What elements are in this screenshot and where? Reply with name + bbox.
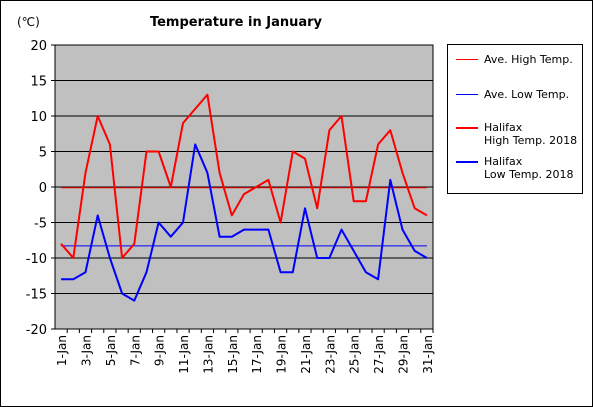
- x-tick-label: 23-Jan: [323, 335, 337, 374]
- y-tick-label: 15: [30, 75, 47, 90]
- x-tick-label: 15-Jan: [226, 335, 240, 374]
- x-tick-label: 5-Jan: [104, 335, 118, 366]
- legend-swatch: [456, 94, 478, 95]
- y-tick-label: -5: [34, 217, 47, 232]
- x-tick-label: 3-Jan: [79, 335, 93, 366]
- y-tick-label: 0: [39, 181, 47, 196]
- series-line-3: [60, 93, 428, 259]
- legend-swatch: [456, 59, 478, 60]
- x-tick-label: 7-Jan: [128, 335, 142, 366]
- legend-swatch: [456, 161, 478, 163]
- x-tick-label: 31-Jan: [421, 335, 435, 374]
- x-tick-label: 17-Jan: [250, 335, 264, 374]
- x-tick-label: 25-Jan: [348, 335, 362, 374]
- series-line-4: [61, 143, 428, 302]
- x-tick-label: 21-Jan: [299, 335, 313, 374]
- chart-legend: Ave. High Temp. Ave. Low Temp. Halifax Hig…: [447, 44, 583, 194]
- y-tick-label: 20: [30, 39, 47, 54]
- legend-label: Ave. Low Temp.: [484, 88, 570, 101]
- legend-swatch: [456, 127, 478, 129]
- y-tick-label: 5: [39, 146, 47, 161]
- x-tick-label: 27-Jan: [372, 335, 386, 374]
- x-tick-label: 9-Jan: [153, 335, 167, 366]
- legend-label: Ave. High Temp.: [484, 53, 573, 66]
- y-tick-label: -20: [26, 323, 47, 338]
- x-tick-label: 11-Jan: [177, 335, 191, 374]
- y-axis-unit-label: (℃): [17, 15, 40, 29]
- x-tick-label: 1-Jan: [55, 335, 69, 366]
- x-tick-label: 29-Jan: [397, 335, 411, 374]
- legend-label: Halifax Low Temp. 2018: [484, 155, 574, 181]
- x-tick-label: 13-Jan: [201, 335, 215, 374]
- x-tick-label: 19-Jan: [275, 335, 289, 374]
- chart-title: Temperature in January: [149, 15, 323, 30]
- legend-label: Halifax High Temp. 2018: [484, 121, 578, 147]
- y-tick-label: -15: [26, 288, 47, 303]
- y-tick-label: 10: [30, 110, 47, 125]
- y-tick-label: -10: [26, 252, 47, 267]
